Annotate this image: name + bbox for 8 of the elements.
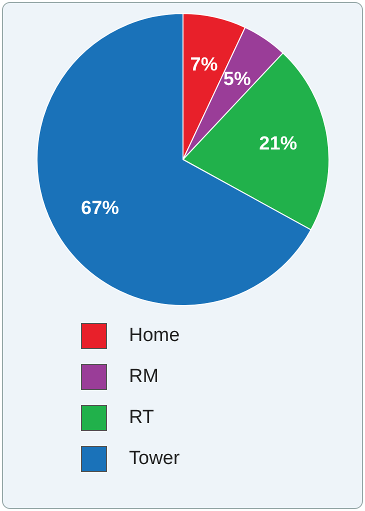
legend-label: Home	[129, 324, 180, 346]
legend-label: RT	[129, 406, 154, 428]
data-label: 21%	[259, 134, 298, 155]
legend-label: RM	[129, 366, 159, 388]
legend-label: Tower	[129, 448, 180, 470]
data-label: 5%	[223, 69, 251, 90]
data-label: 7%	[190, 54, 218, 76]
data-label: 67%	[81, 198, 120, 219]
